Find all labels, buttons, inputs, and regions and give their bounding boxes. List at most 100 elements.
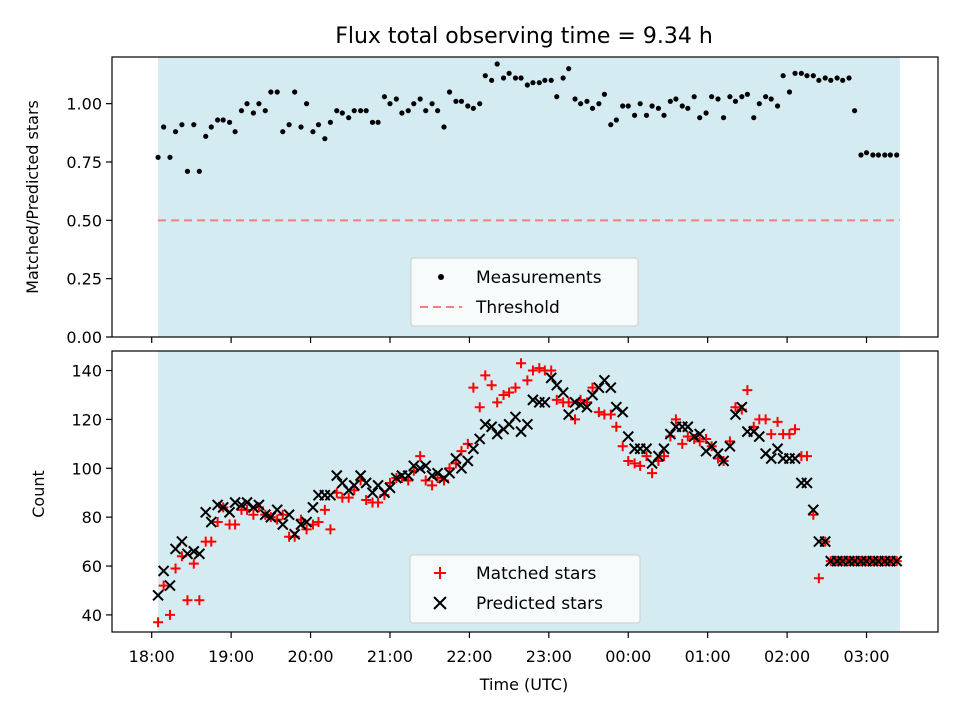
ratio-y-ticks: 0.00 0.25 0.50 0.75 1.00 — [66, 95, 112, 347]
matched-star-point — [164, 609, 175, 620]
count-x-tick-label: 01:00 — [685, 647, 731, 666]
predicted-star-point — [283, 509, 295, 521]
measurement-point — [191, 122, 197, 128]
ratio-legend: Measurements Threshold — [410, 257, 639, 327]
predicted-star-point — [307, 501, 319, 514]
x-axis-label: Time (UTC) — [479, 675, 568, 694]
matched-star-point — [593, 407, 604, 418]
measurement-point — [542, 77, 548, 83]
measurement-point — [697, 115, 703, 121]
matched-star-point — [724, 436, 735, 447]
matched-star-point — [635, 460, 646, 471]
measurement-point — [774, 103, 781, 109]
predicted-star-point — [485, 421, 498, 433]
matched-star-point — [325, 524, 336, 535]
measurement-point — [405, 108, 411, 114]
measurement-point — [780, 73, 786, 79]
measurement-point — [673, 96, 679, 102]
count-y-tick-label: 60 — [82, 557, 102, 576]
measurement-point — [685, 105, 691, 111]
matched-star-point — [790, 424, 801, 435]
predicted-star-point — [801, 477, 813, 489]
measurement-point — [375, 119, 381, 125]
predicted-star-point — [593, 381, 605, 394]
predicted-star-point — [217, 501, 229, 514]
measurement-point — [506, 70, 512, 76]
predicted-star-point — [462, 455, 474, 467]
measurement-point — [887, 152, 893, 158]
count-x-tick-label: 19:00 — [208, 647, 254, 666]
matched-star-point — [319, 504, 330, 515]
matched-star-point — [563, 397, 574, 408]
measurement-point — [351, 108, 357, 114]
measurement-point — [589, 105, 596, 111]
matched-star-point — [456, 446, 467, 457]
measurement-point — [846, 75, 852, 81]
predicted-star-point — [765, 452, 777, 465]
predicted-star-point — [152, 589, 164, 602]
predicted-star-point — [253, 499, 265, 511]
measurement-point — [625, 103, 631, 109]
measurement-point — [804, 73, 810, 79]
measurement-point — [220, 117, 226, 123]
measurement-point — [381, 94, 388, 100]
measurement-point — [477, 101, 483, 107]
ratio-panel: 0.00 0.25 0.50 0.75 1.00 Matched/Predicted s… — [23, 56, 939, 347]
predicted-star-point — [205, 516, 217, 528]
predicted-star-point — [479, 418, 491, 431]
measurement-point — [203, 133, 209, 139]
ratio-y-tick-label: 0.00 — [66, 328, 102, 347]
predicted-star-point — [360, 477, 372, 489]
measurement-point — [739, 94, 745, 100]
measurement-point — [494, 61, 500, 67]
predicted-star-point — [241, 496, 253, 509]
predicted-star-point — [181, 548, 194, 560]
matched-star-point — [492, 397, 503, 408]
predicted-star-point — [277, 518, 289, 531]
measurement-point — [500, 75, 507, 81]
measurement-point — [393, 96, 399, 102]
measurement-point — [184, 168, 191, 174]
legend-measurements-label: Measurements — [476, 268, 602, 288]
predicted-star-point — [366, 487, 379, 499]
matched-star-point — [670, 414, 681, 425]
count-y-ticks: 40 60 80 100 120 140 — [71, 362, 112, 625]
matched-star-point — [510, 382, 521, 393]
count-x-tick-label: 03:00 — [843, 647, 889, 666]
measurement-point — [482, 73, 488, 79]
matched-star-point — [784, 429, 795, 440]
matched-star-point — [766, 429, 777, 440]
measurement-points — [155, 61, 900, 174]
measurement-point — [292, 89, 298, 95]
matched-star-point — [534, 363, 545, 374]
measurement-point — [161, 124, 167, 130]
ratio-x-ticks — [151, 337, 868, 343]
measurement-point — [720, 115, 727, 121]
matched-star-point — [694, 436, 705, 447]
matched-star-point — [748, 421, 759, 432]
matched-star-point — [373, 497, 384, 508]
measurement-point — [786, 89, 793, 95]
ratio-y-tick-label: 0.25 — [66, 270, 102, 289]
predicted-star-point — [354, 469, 367, 482]
matched-star-point — [730, 402, 741, 413]
chart-title: Flux total observing time = 9.34 h — [335, 24, 713, 49]
matched-star-point — [427, 480, 438, 491]
matched-star-point — [623, 455, 634, 466]
matched-star-point — [188, 558, 199, 569]
predicted-star-point — [890, 555, 903, 567]
matched-star-point — [629, 458, 640, 469]
matched-star-point — [682, 431, 693, 442]
matched-star-point — [444, 463, 455, 474]
measurement-point — [727, 94, 733, 100]
predicted-star-point — [443, 467, 456, 479]
matched-star-point — [450, 458, 461, 469]
predicted-star-point — [288, 528, 301, 540]
count-y-axis-label: Count — [29, 470, 48, 518]
predicted-star-point — [819, 535, 831, 548]
measurement-point — [357, 108, 364, 114]
count-legend: Matched stars Predicted stars — [409, 554, 641, 624]
measurement-point — [226, 119, 233, 125]
matched-star-point — [212, 517, 223, 528]
count-x-tick-label: 23:00 — [526, 647, 572, 666]
